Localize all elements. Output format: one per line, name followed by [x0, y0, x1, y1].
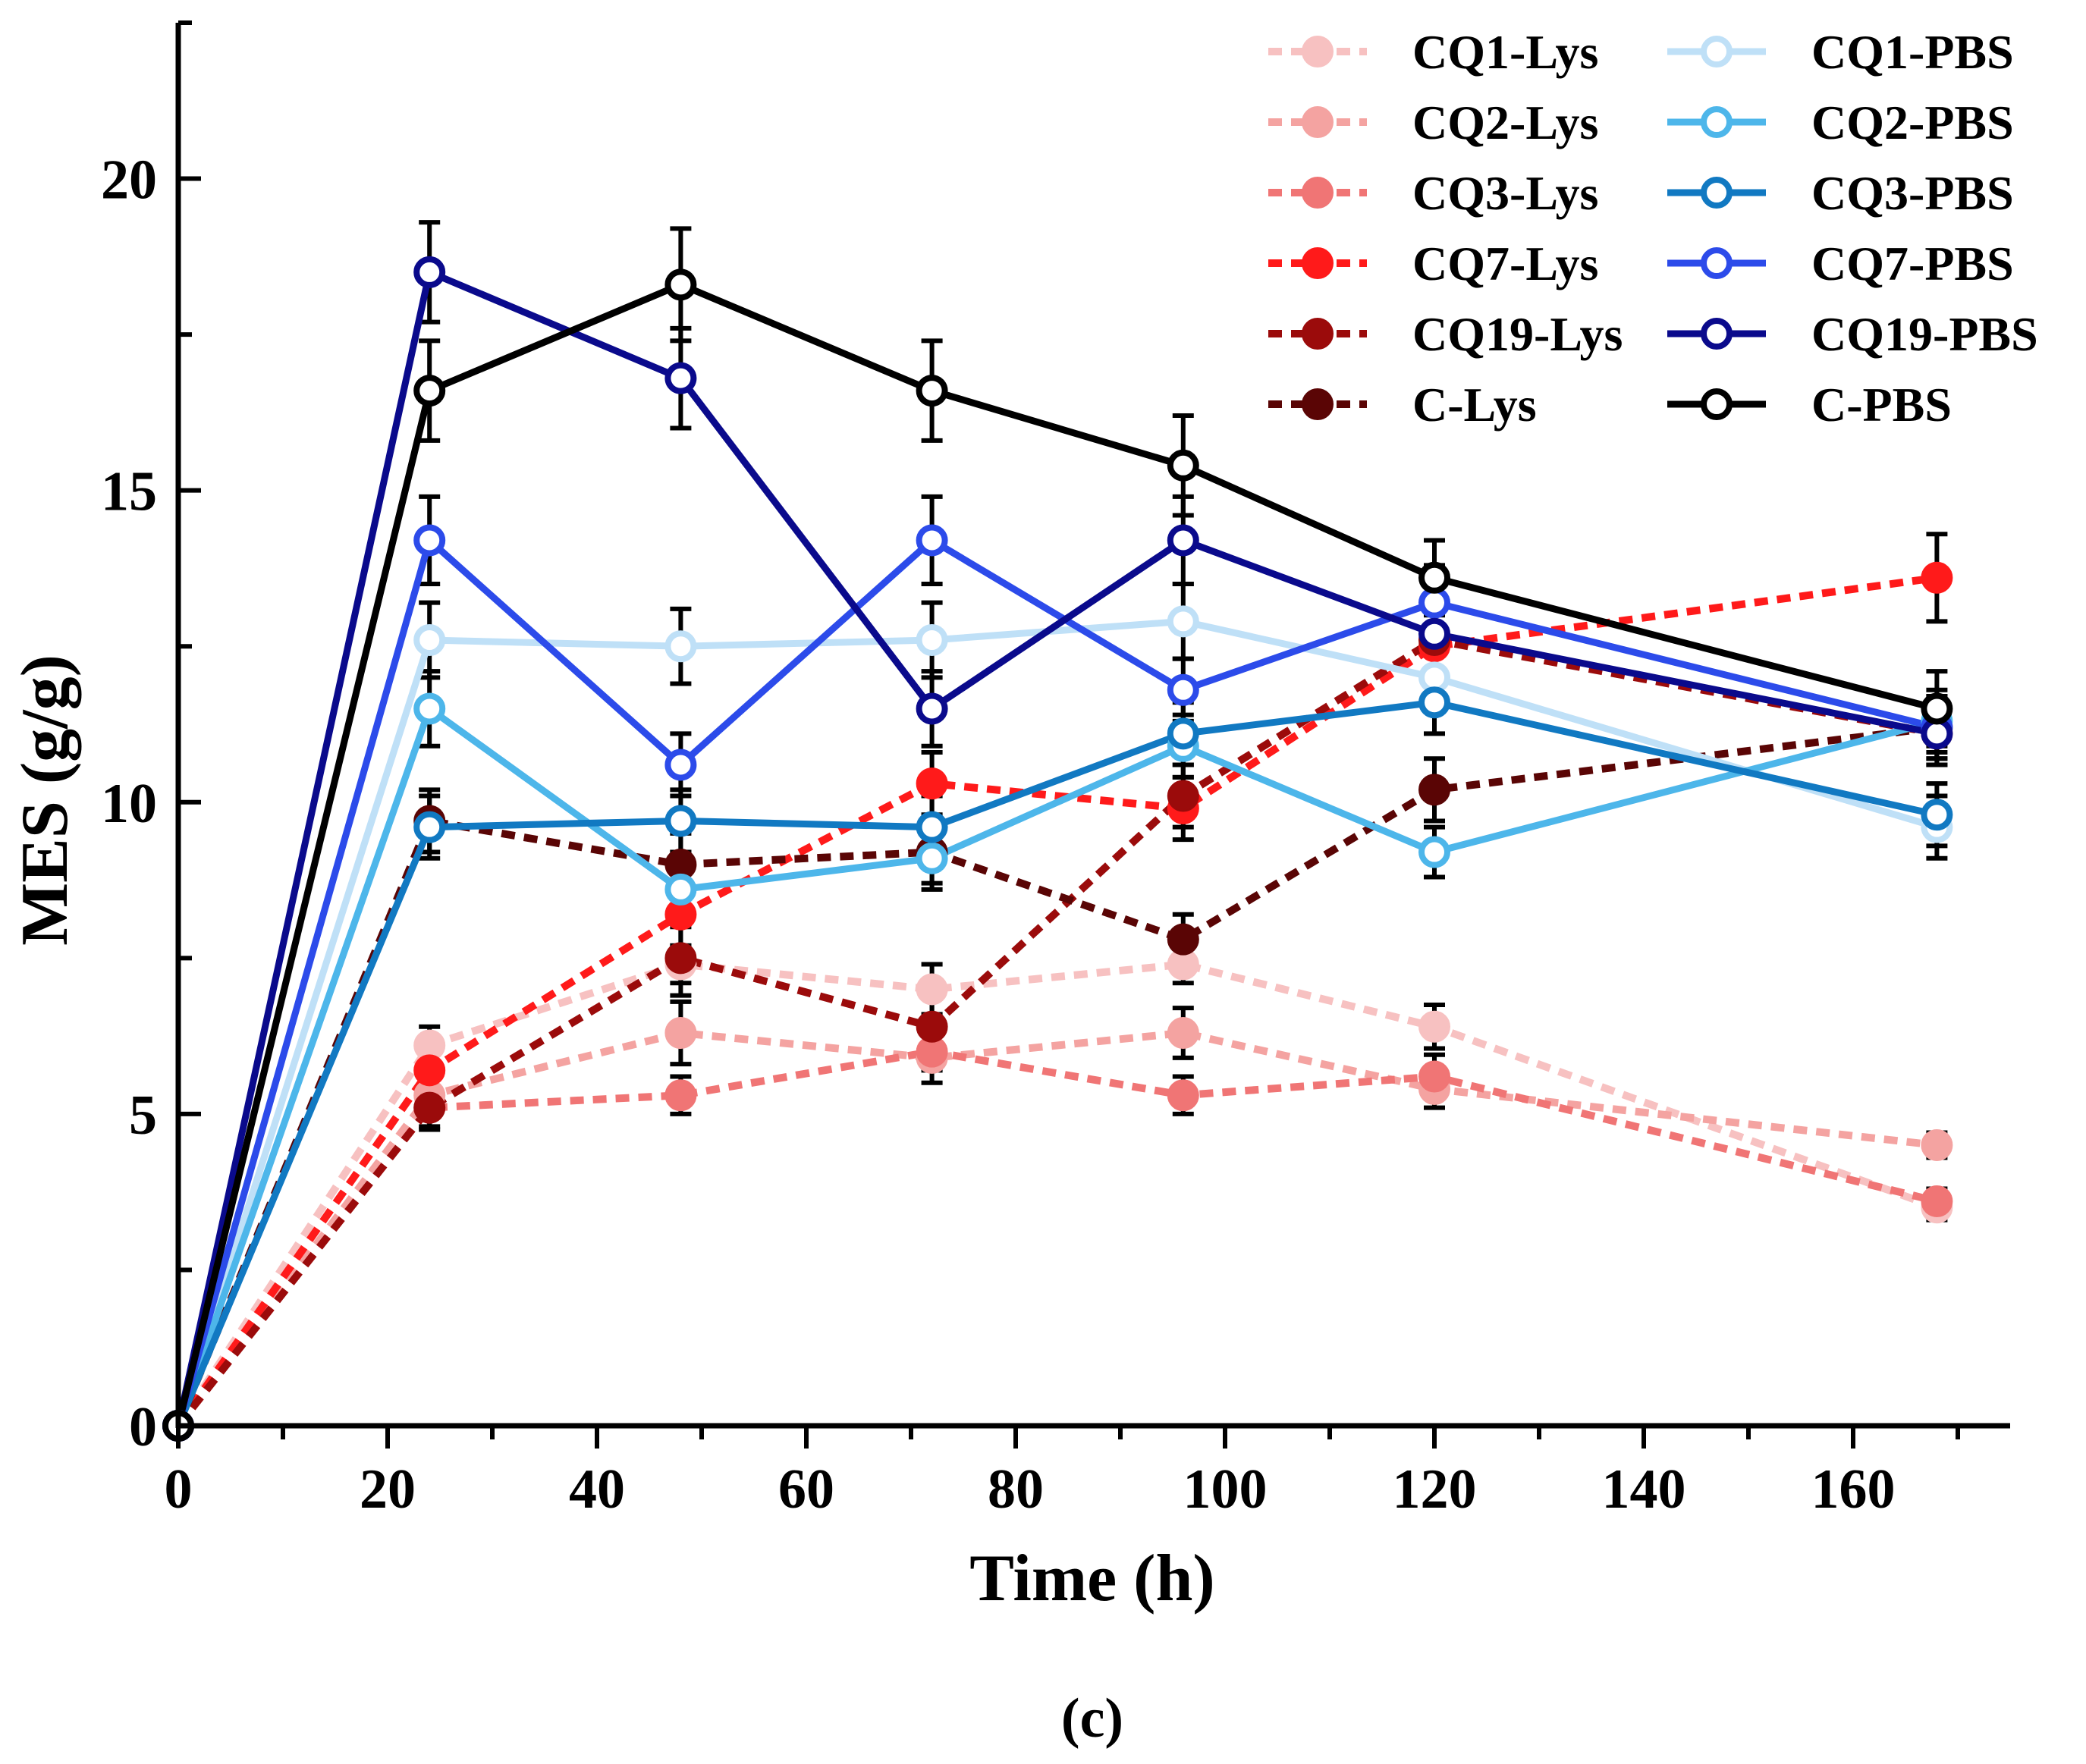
data-point-cq19-pbs	[1418, 617, 1450, 650]
data-point-cq3-pbs	[664, 805, 697, 837]
x-tick-label: 80	[988, 1458, 1044, 1521]
legend-marker-cq3-lys	[1302, 177, 1334, 209]
legend-label-cq2-pbs: CQ2-PBS	[1811, 96, 2014, 149]
data-point-cq7-pbs	[413, 524, 446, 557]
data-point-cq1-lys	[916, 973, 948, 1006]
x-tick-label: 100	[1183, 1458, 1268, 1521]
legend-label-cq3-lys: CQ3-Lys	[1412, 166, 1598, 220]
legend-label-c-lys: C-Lys	[1412, 378, 1537, 432]
data-point-cq19-lys	[1167, 780, 1199, 812]
data-point-cq7-lys	[1921, 561, 1953, 594]
data-point-cq3-pbs	[1418, 686, 1450, 719]
legend-marker-cq19-pbs	[1701, 318, 1733, 350]
legend-marker-c-pbs	[1701, 388, 1733, 420]
data-point-cq1-pbs	[916, 624, 948, 656]
x-tick-label: 60	[778, 1458, 834, 1521]
data-point-cq1-pbs	[664, 630, 697, 663]
data-point-c-pbs	[1167, 449, 1199, 482]
y-axis-title: MES (g/g)	[8, 654, 82, 946]
legend-label-cq7-lys: CQ7-Lys	[1412, 237, 1598, 290]
data-point-cq19-pbs	[413, 256, 446, 288]
data-point-cq3-lys	[664, 1079, 697, 1112]
data-point-cq7-lys	[413, 1054, 446, 1087]
x-tick-label: 160	[1811, 1458, 1896, 1521]
y-tick-label: 15	[101, 461, 157, 523]
legend-marker-c-lys	[1302, 388, 1334, 420]
series-line-c-pbs	[174, 281, 1938, 1427]
series-line-cq1-lys	[174, 960, 1939, 1428]
data-point-c-pbs	[1921, 692, 1953, 725]
data-point-cq3-pbs	[1921, 799, 1953, 831]
x-tick-label: 120	[1393, 1458, 1477, 1521]
data-point-c-pbs	[664, 268, 697, 301]
legend-marker-cq7-pbs	[1701, 247, 1733, 279]
legend-marker-cq1-pbs	[1701, 36, 1733, 67]
data-point-cq19-lys	[664, 942, 697, 975]
data-point-cq7-pbs	[664, 749, 697, 781]
data-point-cq2-lys	[1167, 1017, 1199, 1049]
legend-label-cq1-lys: CQ1-Lys	[1412, 25, 1598, 79]
data-point-c-lys	[1418, 774, 1450, 806]
data-point-cq2-pbs	[413, 692, 446, 725]
data-point-cq1-pbs	[413, 624, 446, 656]
data-point-cq19-lys	[916, 1010, 948, 1043]
series-line-cq7-pbs	[174, 536, 1938, 1427]
x-axis-title: Time (h)	[969, 1542, 1214, 1615]
legend-marker-cq19-lys	[1302, 318, 1334, 350]
series-lines	[174, 268, 1939, 1429]
axes: 0 20 40 60 80 100 120 140 160 0 5 10 15 20	[101, 20, 2010, 1521]
y-tick-label: 20	[101, 149, 157, 212]
y-tick-label: 10	[101, 773, 157, 835]
data-point-cq3-lys	[1921, 1185, 1953, 1217]
data-point-cq19-pbs	[916, 692, 948, 725]
y-tick-label: 0	[129, 1396, 157, 1458]
data-point-cq2-pbs	[916, 842, 948, 874]
series-line-cq1-pbs	[174, 617, 1938, 1427]
legend-marker-cq2-pbs	[1701, 106, 1733, 138]
x-tick-label: 20	[360, 1458, 416, 1521]
legend-label-cq7-pbs: CQ7-PBS	[1811, 237, 2014, 290]
data-point-c-pbs	[1418, 561, 1450, 594]
data-point-cq2-lys	[664, 1017, 697, 1049]
data-point-cq7-pbs	[1167, 673, 1199, 706]
data-point-c-pbs	[916, 375, 948, 407]
data-point-cq3-lys	[1418, 1060, 1450, 1093]
data-point-c-lys	[1167, 923, 1199, 956]
x-tick-label: 0	[165, 1458, 193, 1521]
data-point-cq19-pbs	[664, 362, 697, 394]
data-point-cq2-pbs	[664, 873, 697, 906]
legend-marker-cq7-lys	[1302, 247, 1334, 279]
data-point-cq3-lys	[1167, 1079, 1199, 1112]
legend-label-cq2-lys: CQ2-Lys	[1412, 96, 1598, 149]
legend-label-c-pbs: C-PBS	[1811, 378, 1952, 432]
legend-marker-cq1-lys	[1302, 36, 1334, 67]
data-point-cq3-pbs	[413, 811, 446, 843]
data-point-c-pbs	[413, 375, 446, 407]
x-tick-label: 140	[1602, 1458, 1686, 1521]
data-point-cq7-lys	[916, 767, 948, 800]
legend-label-cq1-pbs: CQ1-PBS	[1811, 25, 2014, 79]
series-line-cq19-pbs	[174, 268, 1938, 1427]
panel-label: (c)	[1061, 1687, 1123, 1750]
data-point-cq2-lys	[1921, 1129, 1953, 1161]
data-point-cq19-lys	[413, 1091, 446, 1124]
data-point-cq1-lys	[1418, 1010, 1450, 1043]
legend-marker-cq2-lys	[1302, 106, 1334, 138]
data-point-cq2-pbs	[1418, 836, 1450, 868]
legend-label-cq3-pbs: CQ3-PBS	[1811, 166, 2014, 220]
data-point-cq7-pbs	[916, 524, 948, 557]
legend-label-cq19-lys: CQ19-Lys	[1412, 307, 1623, 361]
legend-marker-cq3-pbs	[1701, 177, 1733, 209]
legend-label-cq19-pbs: CQ19-PBS	[1811, 307, 2038, 361]
data-point-cq3-pbs	[1167, 717, 1199, 750]
data-point-cq3-pbs	[916, 811, 948, 843]
data-point-cq1-pbs	[1167, 605, 1199, 638]
legend: CQ1-Lys CQ2-Lys CQ3-Lys CQ7-Lys CQ19-Lys C-Ly…	[1268, 25, 2038, 432]
data-point-cq19-pbs	[1167, 524, 1199, 557]
y-tick-label: 5	[129, 1084, 157, 1147]
data-markers	[162, 256, 1953, 1442]
x-tick-label: 40	[569, 1458, 625, 1521]
